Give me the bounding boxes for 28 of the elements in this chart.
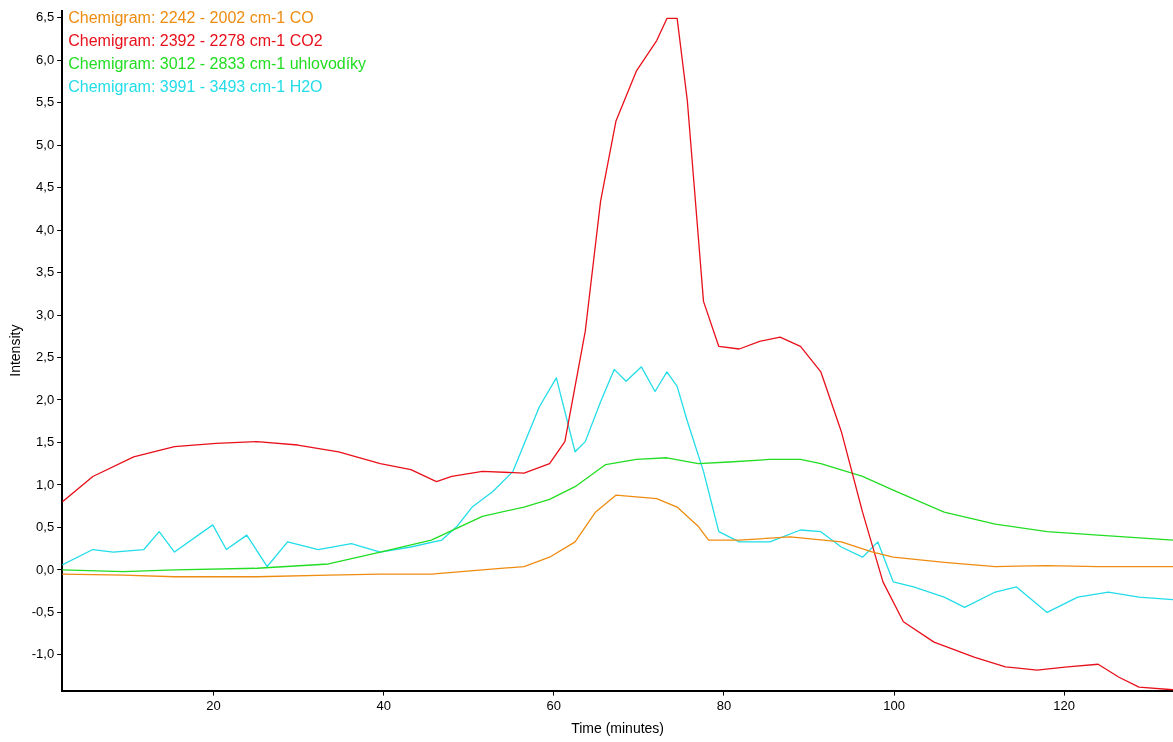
y-tick-label: 5,5 [36, 94, 55, 110]
y-tick-label: 6,0 [36, 51, 55, 67]
text: Chemigram: 3012 - 2833 cm-1 uhlovodíky [68, 55, 367, 73]
x-tick-label: 60 [546, 697, 562, 713]
text: Chemigram: 2242 - 2002 cm-1 CO [68, 9, 314, 27]
x-tick-label: 80 [716, 697, 732, 713]
y-tick-label: 5,0 [36, 136, 55, 152]
y-tick-label: 4,0 [36, 221, 55, 237]
x-tick-label: 20 [206, 697, 221, 713]
x-tick-label: 40 [376, 697, 391, 713]
y-tick-label: 2,5 [36, 349, 55, 365]
y-tick-label: 4,5 [36, 179, 55, 195]
y-tick-label: 1,5 [36, 434, 55, 450]
y-axis-title: Intensity [7, 324, 24, 377]
y-tick-label: 3,5 [36, 264, 55, 280]
x-tick-label: 120 [1053, 697, 1075, 713]
y-tick-label: -1,0 [31, 646, 55, 662]
text: Chemigram: 2392 - 2278 cm-1 CO2 [68, 32, 323, 50]
x-axis-title: Time (minutes) [571, 720, 665, 737]
y-tick-label: 1,0 [36, 476, 55, 492]
y-tick-label: 0,5 [36, 519, 55, 535]
text: Chemigram: 3991 - 3493 cm-1 H2O [68, 78, 323, 96]
x-tick-label: 100 [883, 697, 905, 713]
y-tick-label: 0,0 [36, 561, 55, 577]
y-tick-label: 2,0 [36, 391, 55, 407]
y-tick-label: 3,0 [36, 306, 55, 322]
y-tick-label: 6,5 [36, 9, 55, 25]
y-tick-label: -0,5 [31, 604, 55, 619]
